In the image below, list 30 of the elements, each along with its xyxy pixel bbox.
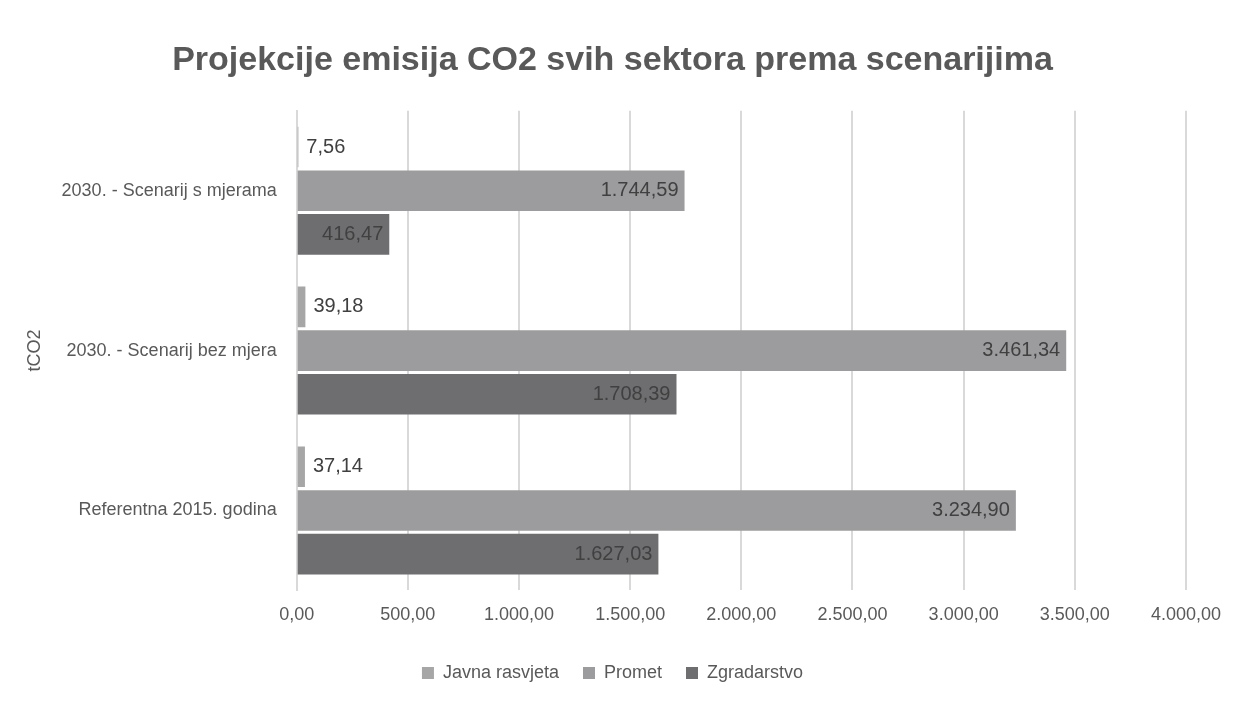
bar [297, 170, 685, 212]
x-tick-label: 3.000,00 [928, 604, 999, 625]
y-tick-label: 2030. - Scenarij s mjerama [61, 179, 278, 200]
bar [297, 446, 305, 488]
x-tick-label: 1.000,00 [483, 604, 555, 625]
x-tick-label: 4.000,00 [1150, 604, 1222, 625]
bar [297, 490, 1016, 531]
legend-label: Zgradarstvo [707, 661, 804, 682]
data-label: 7,56 [306, 134, 346, 157]
data-label: 39,18 [313, 294, 364, 317]
data-label: 3.234,90 [932, 497, 1010, 520]
x-tick-label: 500,00 [380, 604, 436, 625]
chart-title: Projekcije emisija CO2 svih sektora prema scenarijima [172, 38, 1054, 77]
data-label: 1.744,59 [600, 178, 679, 201]
x-tick-label: 1.500,00 [595, 604, 666, 625]
x-tick-label: 2.000,00 [706, 604, 777, 625]
legend-label: Promet [604, 661, 663, 682]
bar [297, 533, 659, 575]
legend-label: Javna rasvjeta [442, 661, 560, 682]
y-axis-title: tCO2 [23, 329, 44, 372]
x-tick-label: 3.500,00 [1039, 604, 1110, 625]
bar [297, 330, 1067, 371]
data-label: 37,14 [312, 454, 364, 477]
y-tick-label: Referentna 2015. godina [78, 499, 278, 520]
x-tick-label: 2.500,00 [817, 604, 888, 625]
x-tick-label: 0,00 [279, 604, 315, 625]
bar [297, 214, 390, 255]
y-tick-label: 2030. - Scenarij bez mjera [66, 339, 278, 360]
bar [297, 373, 677, 415]
data-label: 3.461,34 [982, 338, 1061, 361]
